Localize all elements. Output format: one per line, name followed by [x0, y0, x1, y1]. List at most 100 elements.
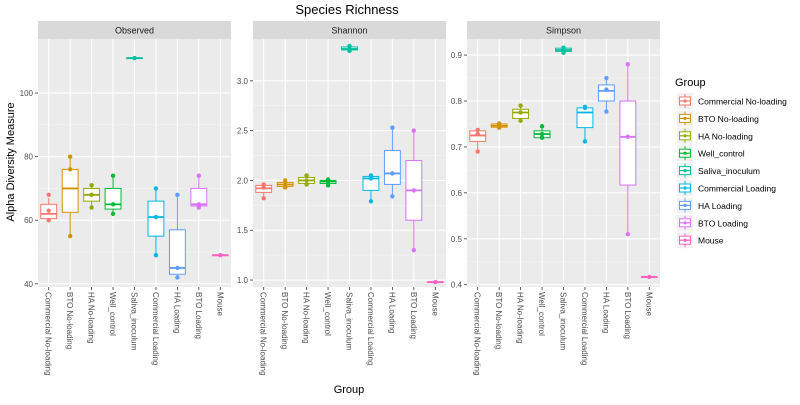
legend-label: Commercial Loading	[698, 184, 776, 194]
data-point	[496, 121, 502, 126]
y-tick-label: 0.9	[451, 51, 463, 60]
legend-entry: BTO No-loading	[677, 110, 759, 127]
legend-entry: Saliva_inoculum	[677, 162, 760, 179]
x-tick-label: Saliva_inoculum	[345, 292, 354, 351]
x-tick-label: Commercial Loading	[151, 292, 160, 365]
x-tick-label: HA Loading	[172, 292, 181, 333]
legend-key-point	[683, 169, 687, 173]
facet-strip	[467, 21, 660, 39]
data-point	[518, 103, 523, 108]
legend: Group Commercial No-loading BTO No-loadin…	[675, 77, 787, 249]
data-point	[411, 188, 417, 193]
data-point	[218, 253, 223, 258]
data-point	[110, 173, 116, 178]
data-point	[89, 183, 94, 188]
chart-title: Species Richness	[295, 2, 399, 17]
data-point	[539, 124, 545, 129]
box-bto-no-loading	[61, 154, 79, 239]
box-mouse	[640, 274, 658, 280]
legend-entry: BTO Loading	[677, 214, 748, 231]
box-bto-loading	[619, 62, 637, 237]
y-tick-label: 1.0	[237, 276, 249, 285]
legend-entry: HA No-loading	[677, 127, 753, 144]
y-tick-label: 60	[24, 216, 33, 225]
box-commercial-no-loading	[40, 192, 58, 223]
data-point	[539, 135, 545, 140]
data-point	[175, 192, 180, 197]
data-point	[304, 182, 309, 187]
box-mouse	[426, 279, 444, 285]
x-tick-label: BTO No-loading	[65, 292, 74, 349]
data-point	[390, 125, 395, 130]
legend-label: Commercial No-loading	[698, 97, 787, 107]
x-tick-label: BTO No-loading	[280, 292, 289, 349]
data-point	[368, 173, 374, 178]
y-tick-label: 1.5	[237, 226, 249, 235]
box-bto-no-loading	[276, 178, 294, 190]
x-tick-label: Commercial No-loading	[473, 292, 482, 376]
x-tick-label: Well_control	[323, 292, 332, 336]
box-bto-loading	[405, 128, 423, 253]
data-point	[67, 154, 73, 159]
x-tick-label: HA Loading	[601, 292, 610, 333]
x-tick-label: Mouse	[430, 292, 439, 317]
y-tick-label: 100	[20, 89, 34, 98]
data-point	[175, 275, 180, 280]
legend-label: HA No-loading	[698, 131, 753, 141]
box-ha-no-loading	[83, 183, 101, 210]
x-tick-label: HA No-loading	[516, 292, 525, 344]
data-point	[604, 87, 609, 92]
data-point	[46, 208, 51, 213]
box-ha-loading	[597, 75, 615, 114]
box-saliva-inoculum	[341, 43, 358, 54]
y-tick-label: 0.6	[451, 189, 463, 198]
x-tick-label: HA Loading	[387, 292, 396, 333]
x-tick-label: Mouse	[215, 292, 224, 317]
facet-strip-label: Simpson	[546, 26, 581, 36]
box-bto-no-loading	[490, 121, 508, 130]
data-point	[582, 139, 588, 144]
box-bto-loading	[190, 173, 208, 210]
y-tick-label: 40	[24, 280, 33, 289]
data-point	[282, 182, 288, 187]
data-point	[604, 75, 609, 81]
box-saliva-inoculum	[126, 55, 143, 61]
x-tick-label: Commercial No-loading	[44, 292, 53, 376]
box-ha-loading	[383, 125, 401, 199]
x-tick-label: Mouse	[644, 292, 653, 317]
legend-key-point	[683, 221, 687, 225]
box-rect	[61, 168, 79, 213]
data-point	[153, 253, 159, 258]
x-tick-label: BTO Loading	[409, 292, 418, 339]
box-commercial-loading	[362, 173, 380, 204]
data-point	[304, 173, 309, 178]
data-point	[390, 171, 395, 176]
data-point	[110, 202, 116, 207]
facet-strip-label: Shannon	[331, 26, 367, 36]
data-point	[475, 149, 480, 154]
panel-observed: Observed 40 60 80 100 Commercial No-loading BT…	[20, 21, 231, 376]
data-point	[46, 192, 51, 197]
box-rect	[619, 100, 637, 186]
legend-key-point	[683, 238, 687, 242]
data-point	[196, 173, 202, 178]
y-tick-label: 80	[24, 153, 33, 162]
data-point	[132, 55, 137, 61]
x-tick-label: BTO Loading	[623, 292, 632, 339]
y-tick-label: 2.0	[237, 176, 249, 185]
facet-strip	[253, 21, 446, 39]
data-point	[46, 218, 51, 223]
data-point	[518, 110, 523, 115]
box-ha-no-loading	[512, 103, 530, 123]
data-point	[196, 205, 202, 210]
box-saliva-inoculum	[555, 45, 572, 55]
box-rect	[383, 150, 401, 185]
legend-label: HA Loading	[698, 201, 742, 211]
data-point	[518, 118, 523, 123]
legend-key-point	[683, 151, 687, 155]
data-point	[89, 192, 94, 197]
box-ha-loading	[168, 192, 186, 280]
data-point	[261, 196, 266, 201]
y-tick-label: 3.0	[237, 77, 249, 86]
